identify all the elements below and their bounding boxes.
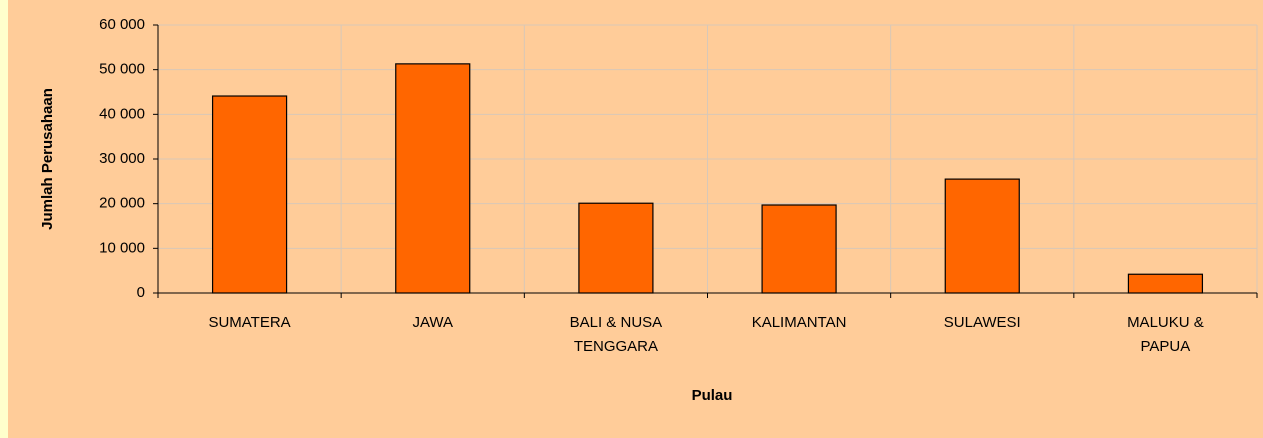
bar: [395, 63, 471, 294]
y-tick-label: 60 000: [99, 16, 145, 33]
x-tick-label: JAWA: [412, 314, 454, 331]
y-tick-label: 10 000: [99, 239, 145, 256]
bar: [211, 95, 288, 294]
x-tick-label: SULAWESI: [943, 314, 1021, 331]
bar: [761, 204, 837, 294]
bar: [944, 178, 1020, 294]
x-tick-label: KALIMANTAN: [751, 314, 847, 331]
y-axis-title: Jumlah Perusahaan: [39, 88, 56, 230]
bar: [578, 202, 654, 294]
x-tick-label: SUMATERA: [208, 314, 291, 331]
side-strip: [0, 0, 8, 438]
bar: [1127, 273, 1204, 294]
x-tick-label: BALI & NUSA TENGGARA: [569, 314, 663, 355]
x-tick-label: MALUKU & PAPUA: [1127, 314, 1204, 355]
y-tick-label: 20 000: [99, 195, 145, 212]
y-tick-label: 0: [137, 284, 145, 301]
y-tick-label: 40 000: [99, 105, 145, 122]
x-axis-title: Pulau: [692, 387, 733, 404]
y-tick-label: 50 000: [99, 61, 145, 78]
y-tick-label: 30 000: [99, 150, 145, 167]
